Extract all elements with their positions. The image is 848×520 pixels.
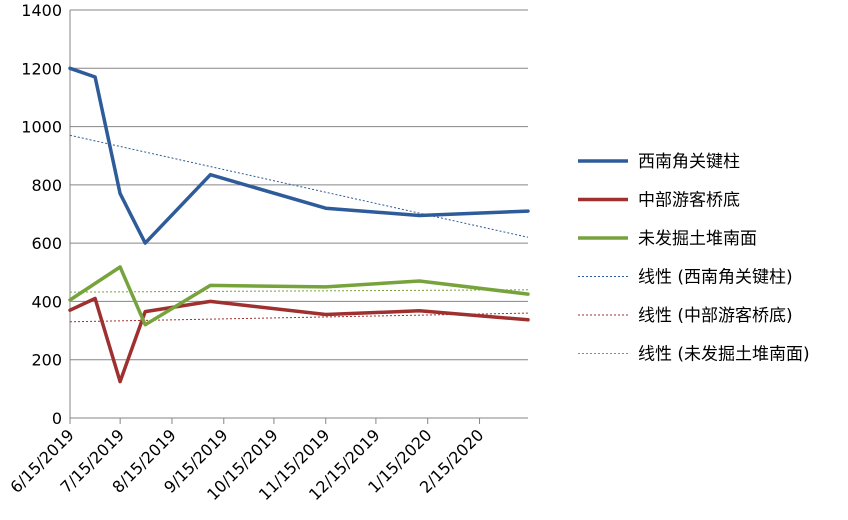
- series-line: [68, 265, 530, 327]
- y-tick-label: 200: [31, 351, 62, 370]
- y-tick-label: 800: [31, 176, 62, 195]
- y-tick-label: 1400: [21, 1, 62, 20]
- x-axis: 6/15/20197/15/20198/15/20199/15/201910/1…: [6, 10, 528, 504]
- trendline: [69, 289, 529, 293]
- legend-label: 线性 (未发掘土堆南面): [638, 345, 810, 365]
- y-tick-label: 1000: [21, 118, 62, 137]
- data-series: [68, 66, 530, 384]
- legend-label: 未发掘土堆南面: [638, 229, 757, 249]
- legend-label: 线性 (中部游客桥底): [638, 306, 793, 326]
- y-axis-tick-labels: 0 200 400 600 800 1000 1200 1400: [21, 1, 62, 428]
- legend-label: 线性 (西南角关键柱): [638, 268, 793, 288]
- y-tick-label: 400: [31, 292, 62, 311]
- legend-label: 西南角关键柱: [638, 152, 740, 172]
- series-line: [68, 66, 530, 245]
- trendline: [69, 134, 529, 238]
- y-tick-label: 600: [31, 234, 62, 253]
- y-tick-label: 1200: [21, 59, 62, 78]
- legend-label: 中部游客桥底: [638, 191, 740, 211]
- y-tick-label: 0: [52, 409, 62, 428]
